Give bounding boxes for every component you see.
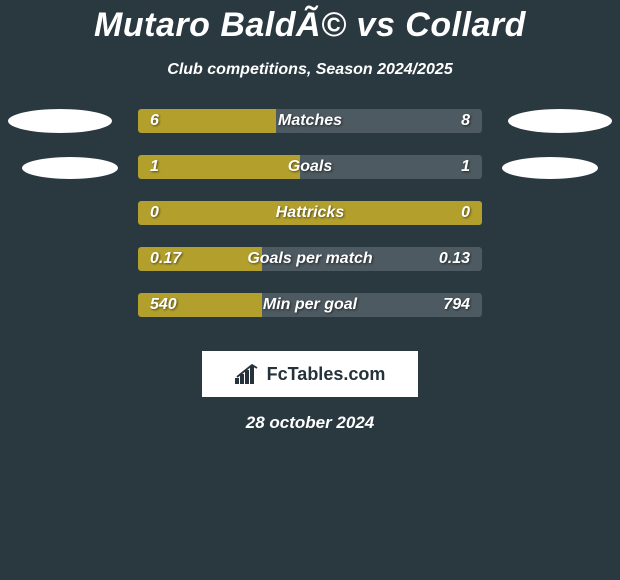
comparison-chart: 6Matches8 1Goals1 0Hattricks0 0.17Goals per… [0, 109, 620, 339]
stat-right-value: 0.13 [439, 247, 470, 271]
stat-row: 1Goals1 [0, 155, 620, 181]
logo-text: FcTables.com [267, 364, 386, 385]
date-label: 28 october 2024 [246, 413, 375, 433]
left-marker-ellipse [22, 157, 118, 179]
stat-right-value: 8 [461, 109, 470, 133]
stat-label: Min per goal [138, 293, 482, 317]
stat-row: 0Hattricks0 [0, 201, 620, 227]
page-subtitle: Club competitions, Season 2024/2025 [167, 61, 452, 79]
stat-bar: 6Matches8 [138, 109, 482, 133]
left-marker-ellipse [8, 109, 112, 133]
right-marker-ellipse [508, 109, 612, 133]
stat-label: Goals [138, 155, 482, 179]
stat-bar: 0Hattricks0 [138, 201, 482, 225]
stat-row: 0.17Goals per match0.13 [0, 247, 620, 273]
stat-right-value: 1 [461, 155, 470, 179]
stat-label: Matches [138, 109, 482, 133]
stat-bar: 540Min per goal794 [138, 293, 482, 317]
stat-bar: 0.17Goals per match0.13 [138, 247, 482, 271]
stat-row: 540Min per goal794 [0, 293, 620, 319]
stat-label: Goals per match [138, 247, 482, 271]
page-title: Mutaro BaldÃ© vs Collard [94, 6, 526, 45]
logo-box: FcTables.com [202, 351, 418, 397]
stat-right-value: 794 [443, 293, 470, 317]
fctables-logo-icon [235, 364, 261, 384]
stat-bar: 1Goals1 [138, 155, 482, 179]
stat-row: 6Matches8 [0, 109, 620, 135]
right-marker-ellipse [502, 157, 598, 179]
stat-right-value: 0 [461, 201, 470, 225]
stat-label: Hattricks [138, 201, 482, 225]
